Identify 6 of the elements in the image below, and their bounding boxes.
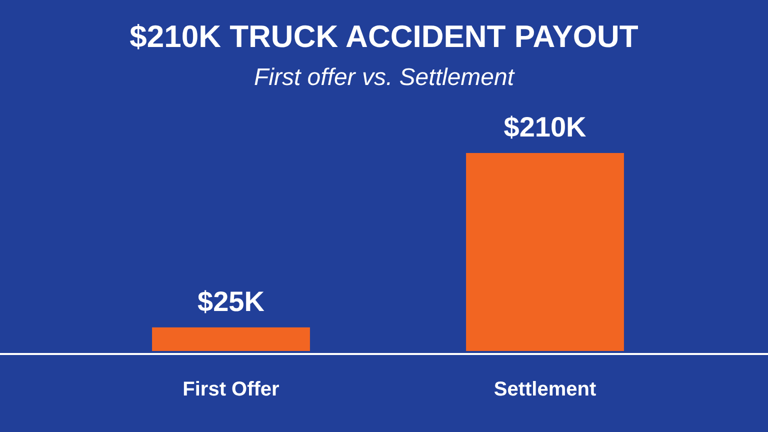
chart-title: $210K TRUCK ACCIDENT PAYOUT (128, 18, 640, 56)
x-tick-label: First Offer (182, 378, 280, 401)
data-label: $210K (504, 112, 586, 143)
data-label: $25K (198, 286, 264, 318)
chart-subtitle: First offer vs. Settlement (252, 63, 516, 93)
x-tick-label: Settlement (494, 378, 596, 401)
